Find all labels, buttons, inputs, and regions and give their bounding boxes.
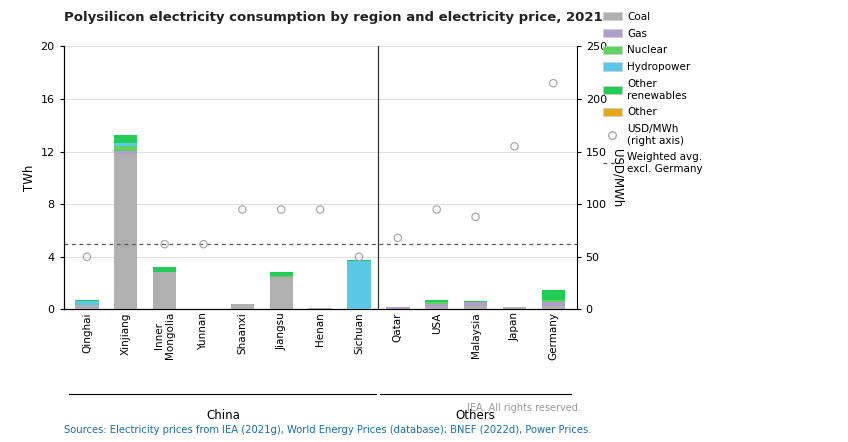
Point (508, 143, 522, 150)
Bar (270, 272, 293, 276)
Bar (386, 307, 410, 309)
Text: Others: Others (455, 409, 495, 423)
Bar (425, 302, 449, 304)
Point (197, 240, 210, 248)
Bar (75, 300, 98, 301)
Bar (425, 304, 449, 307)
Point (80, 253, 93, 260)
Bar (75, 305, 98, 309)
Point (236, 206, 249, 213)
Bar (114, 143, 137, 145)
Bar (114, 154, 137, 309)
Bar (270, 277, 293, 278)
Bar (542, 300, 565, 302)
Bar (542, 302, 565, 306)
Bar (348, 261, 371, 309)
Text: China: China (206, 409, 240, 423)
Point (546, 80, 560, 87)
Bar (464, 301, 488, 306)
Legend: Coal, Gas, Nuclear, Hydropower, Other
renewables, Other, USD/MWh
(right axis), W: Coal, Gas, Nuclear, Hydropower, Other re… (603, 12, 703, 174)
Bar (542, 306, 565, 309)
Point (119, 240, 132, 248)
Y-axis label: USD/MWh: USD/MWh (611, 149, 623, 207)
Bar (153, 272, 176, 309)
Point (275, 206, 288, 213)
Bar (542, 290, 565, 300)
Bar (114, 145, 137, 151)
Point (352, 253, 365, 260)
Bar (464, 306, 488, 309)
Text: Polysilicon electricity consumption by region and electricity price, 2021: Polysilicon electricity consumption by r… (64, 11, 602, 24)
Point (391, 234, 404, 241)
Point (314, 206, 327, 213)
Bar (425, 307, 449, 309)
Bar (114, 135, 137, 143)
Bar (425, 300, 449, 302)
Bar (114, 151, 137, 154)
Bar (348, 260, 371, 261)
Bar (231, 304, 254, 309)
Bar (75, 301, 98, 305)
Point (158, 240, 171, 248)
Bar (270, 276, 293, 277)
Point (430, 206, 444, 213)
Point (469, 213, 483, 221)
Bar (309, 308, 332, 309)
Text: Sources: Electricity prices from IEA (2021g), World Energy Prices (database); BN: Sources: Electricity prices from IEA (20… (64, 425, 591, 435)
Y-axis label: TWh: TWh (23, 165, 36, 191)
Bar (153, 267, 176, 272)
Text: IEA. All rights reserved.: IEA. All rights reserved. (467, 403, 581, 413)
Bar (503, 307, 526, 309)
Bar (270, 278, 293, 309)
